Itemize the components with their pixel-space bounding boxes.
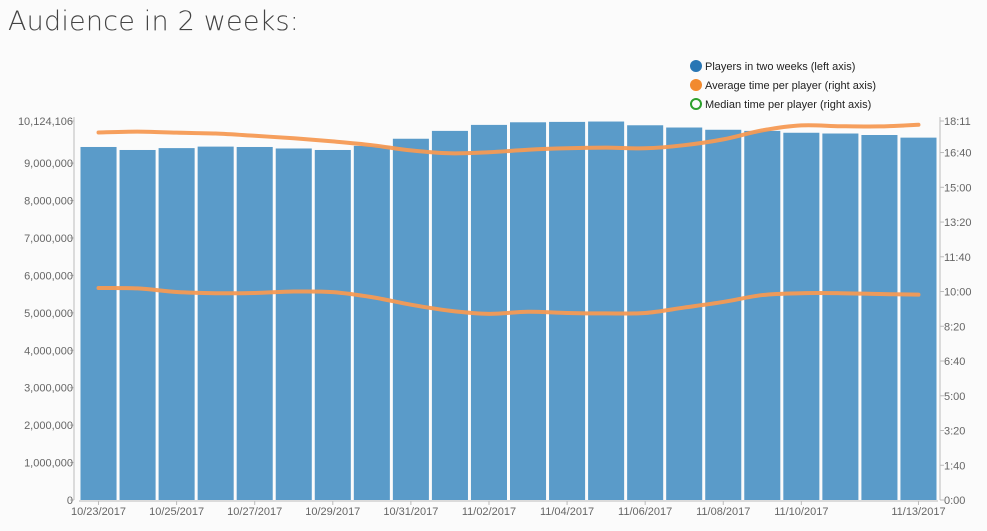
- bar-10/28/2017[interactable]: [275, 148, 312, 501]
- left-tick-label: 1,000,000: [24, 458, 73, 470]
- x-tick-label: 11/10/2017: [774, 506, 828, 518]
- bar-10/23/2017[interactable]: [80, 146, 117, 501]
- right-tick-label: 0:00: [944, 495, 965, 507]
- left-tick-label: 3,000,000: [24, 383, 73, 395]
- right-tick-label: 11:40: [944, 252, 971, 264]
- average-time-line[interactable]: [96, 122, 921, 156]
- legend-label[interactable]: Median time per player (right axis): [705, 99, 871, 111]
- right-tick-label: 10:00: [944, 287, 972, 299]
- legend-marker: [690, 60, 702, 72]
- page-title: Audience in 2 weeks:: [8, 6, 300, 37]
- bar-10/24/2017[interactable]: [119, 149, 156, 501]
- right-tick-label: 3:20: [944, 426, 965, 438]
- x-tick-label: 11/02/2017: [462, 506, 516, 518]
- bar-11/09/2017[interactable]: [744, 130, 781, 500]
- left-tick-label: 4,000,000: [24, 345, 73, 357]
- bar-11/12/2017[interactable]: [861, 135, 898, 500]
- left-tick-label: 7,000,000: [24, 233, 73, 245]
- x-tick-label: 10/23/2017: [71, 506, 126, 518]
- right-tick-label: 15:00: [944, 182, 972, 194]
- legend-label[interactable]: Players in two weeks (left axis): [705, 61, 855, 73]
- bar-10/25/2017[interactable]: [158, 148, 195, 501]
- players-bars: [80, 121, 937, 501]
- legend: Players in two weeks (left axis) Average …: [690, 60, 876, 111]
- bar-10/31/2017[interactable]: [392, 138, 429, 500]
- right-tick-label: 13:20: [944, 217, 972, 229]
- x-tick-label: 11/04/2017: [540, 506, 594, 518]
- bar-10/29/2017[interactable]: [314, 149, 351, 501]
- left-tick-label: 8,000,000: [24, 196, 73, 208]
- right-tick-label: 8:20: [944, 321, 965, 333]
- legend-label[interactable]: Average time per player (right axis): [705, 80, 876, 92]
- right-tick-label: 6:40: [944, 356, 965, 368]
- bar-11/08/2017[interactable]: [705, 129, 742, 500]
- x-tick-label: 10/31/2017: [383, 506, 438, 518]
- left-tick-label: 2,000,000: [24, 420, 73, 432]
- x-tick-label: 10/25/2017: [149, 506, 204, 518]
- left-tick-label: 0: [67, 495, 73, 507]
- left-tick-label: 5,000,000: [24, 308, 73, 320]
- right-tick-label: 5:00: [944, 391, 965, 403]
- x-tick-label: 11/08/2017: [696, 506, 750, 518]
- left-tick-label: 9,000,000: [24, 158, 73, 170]
- bar-11/05/2017[interactable]: [588, 121, 625, 500]
- bar-11/01/2017[interactable]: [431, 130, 468, 500]
- bar-11/10/2017[interactable]: [783, 132, 820, 500]
- left-tick-label: 10,124,106: [18, 116, 73, 128]
- axes: 0 1,000,000 2,000,000 3,000,000 4,000,000 5,0…: [18, 116, 972, 518]
- median-time-line[interactable]: [96, 285, 921, 316]
- bar-10/27/2017[interactable]: [236, 146, 273, 501]
- right-tick-label: 16:40: [944, 148, 972, 160]
- x-tick-label: 10/29/2017: [305, 506, 360, 518]
- time-lines: [96, 122, 921, 316]
- x-tick-label: 11/13/2017: [891, 506, 945, 518]
- bar-10/30/2017[interactable]: [353, 145, 390, 501]
- legend-marker: [690, 79, 702, 91]
- x-tick-label: 10/27/2017: [227, 506, 282, 518]
- bar-11/11/2017[interactable]: [822, 133, 859, 500]
- left-tick-label: 6,000,000: [24, 270, 73, 282]
- legend-marker: [690, 98, 702, 110]
- bar-10/26/2017[interactable]: [197, 146, 234, 501]
- x-tick-label: 11/06/2017: [618, 506, 672, 518]
- bar-11/07/2017[interactable]: [666, 127, 703, 501]
- bar-11/13/2017[interactable]: [900, 137, 937, 500]
- right-tick-label: 1:40: [944, 460, 965, 472]
- right-tick-label: 18:11: [944, 116, 971, 128]
